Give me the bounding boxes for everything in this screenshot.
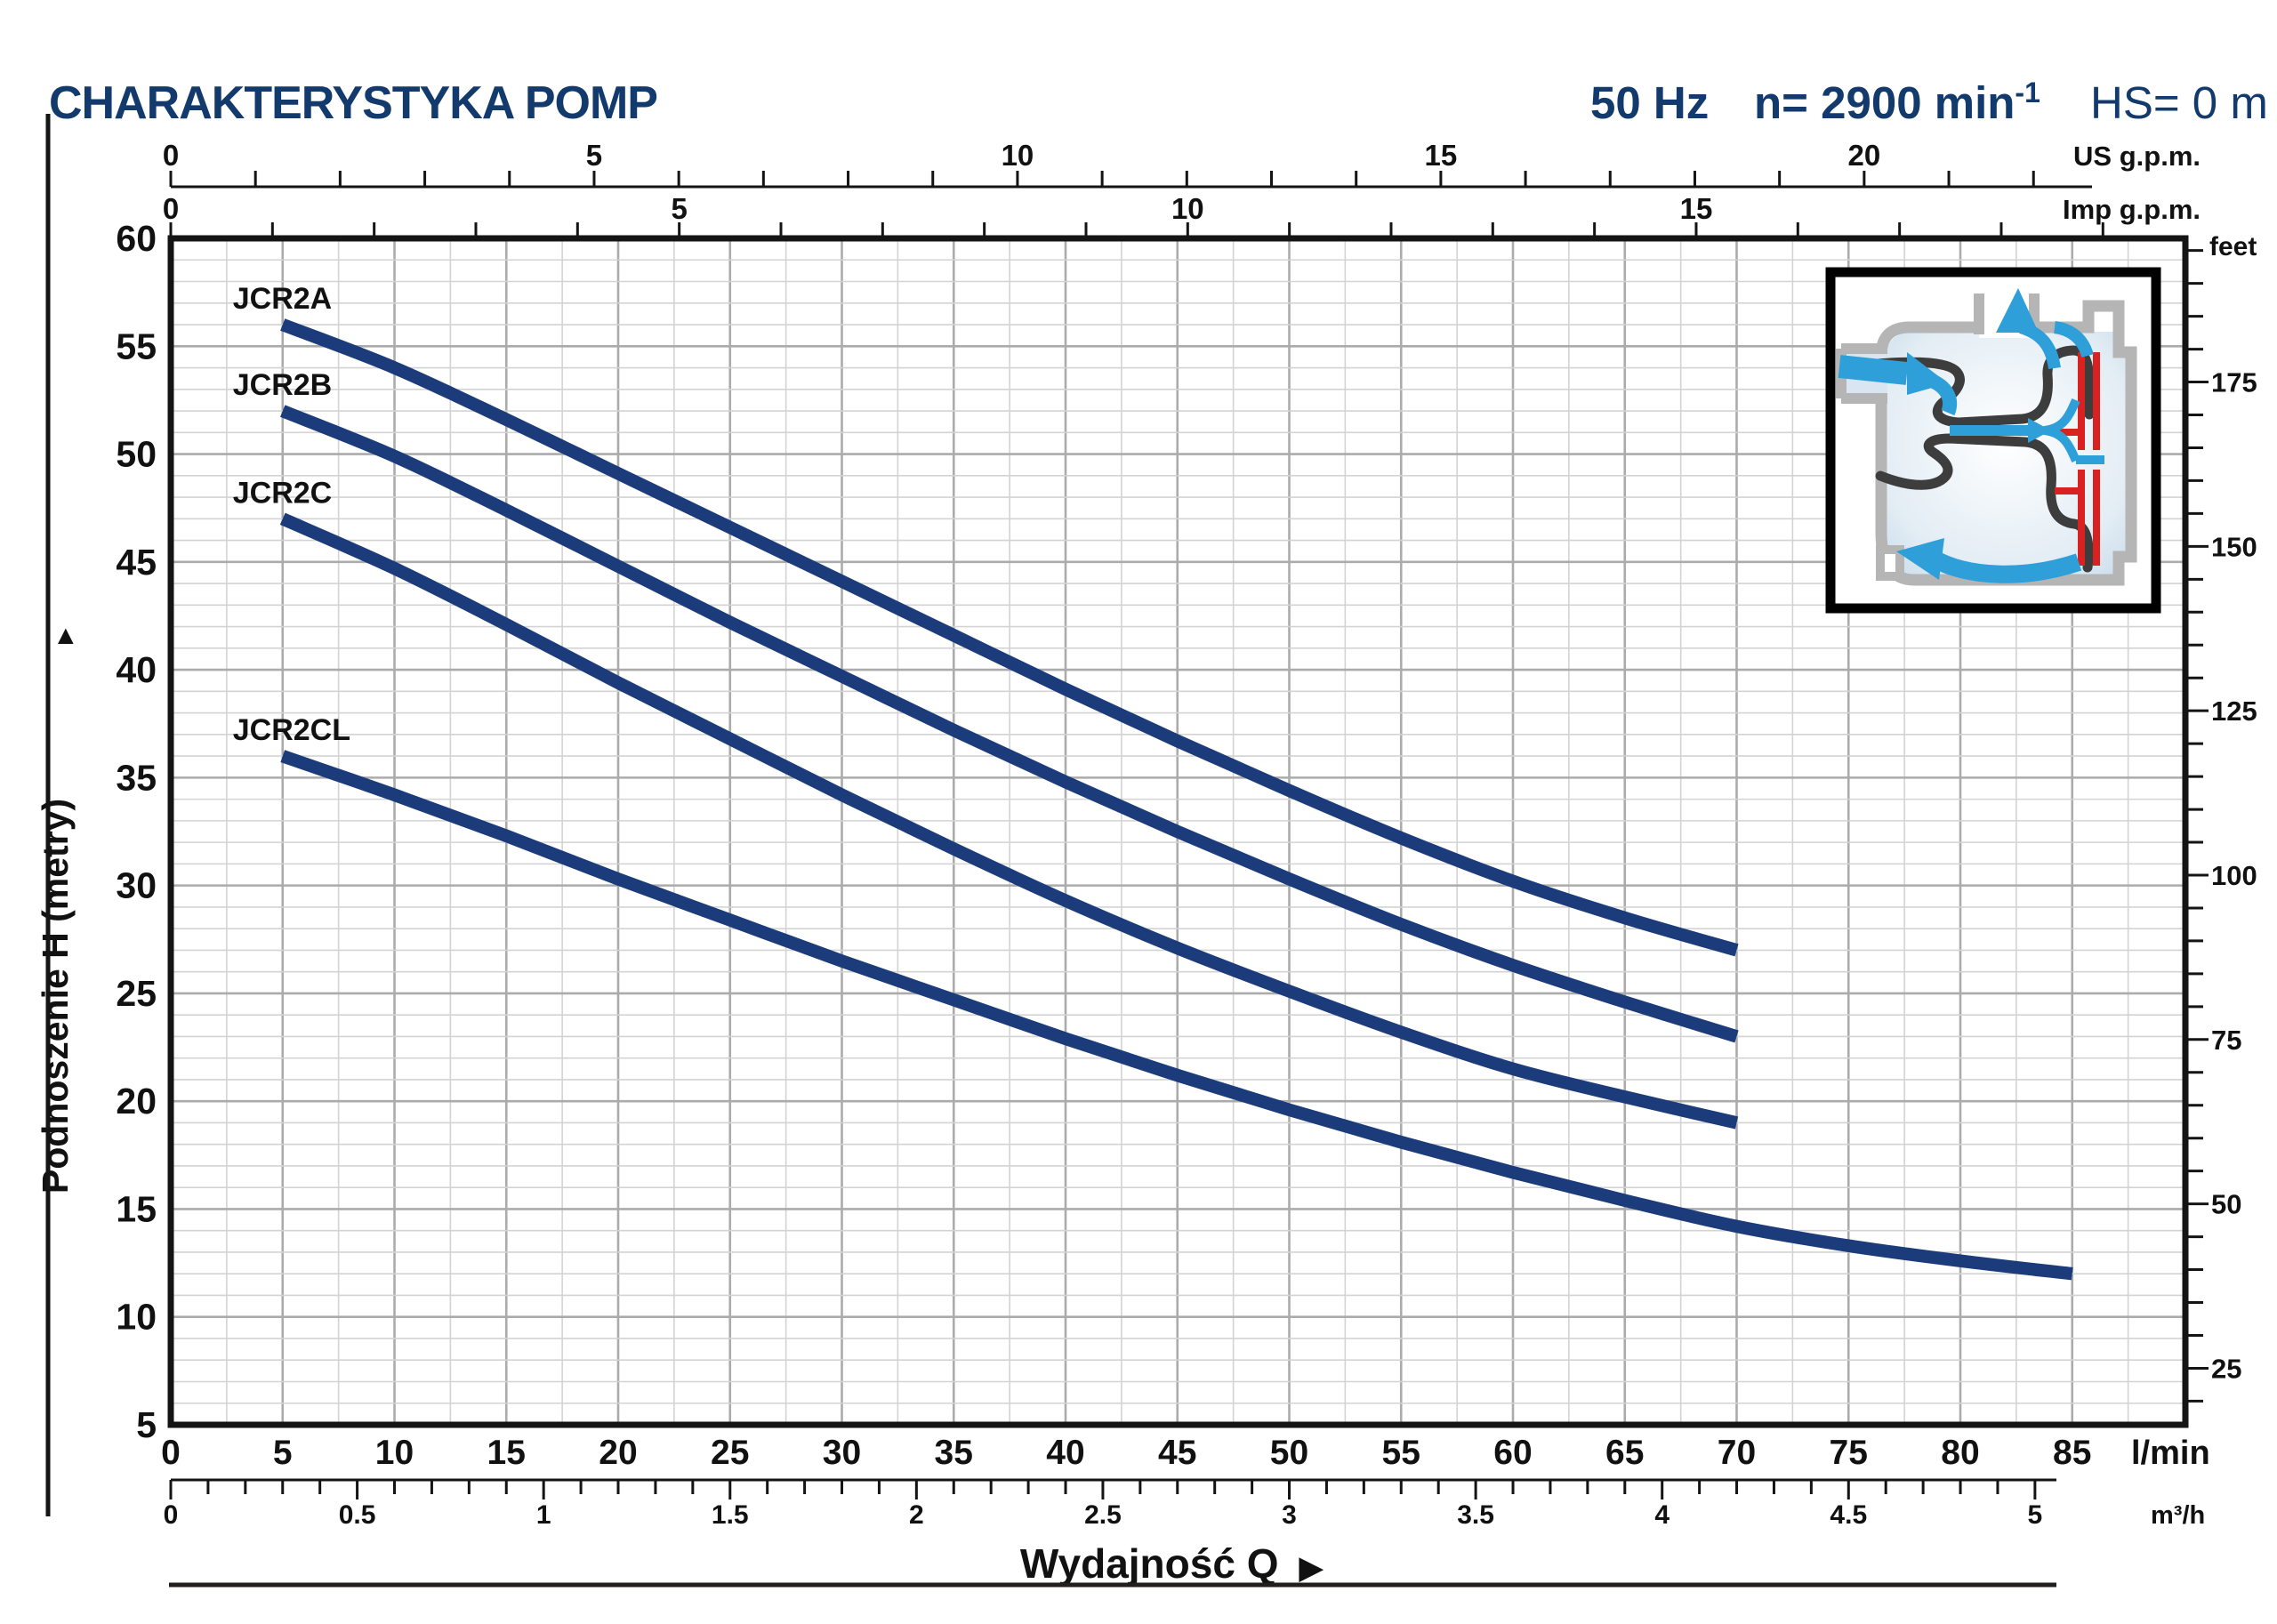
m3h-tick-label: 0.5	[339, 1500, 376, 1530]
meters-tick-label: 30	[116, 865, 157, 906]
us-gpm-tick-label: 0	[163, 139, 179, 172]
m3h-tick-label: 0	[164, 1500, 179, 1530]
speed-exponent: -1	[2015, 76, 2040, 109]
meters-tick-label: 35	[116, 757, 157, 798]
meters-tick-label: 40	[116, 649, 157, 690]
feet-tick-label: 50	[2211, 1189, 2241, 1220]
us-gpm-tick-label: 15	[1425, 139, 1458, 172]
flow-arrows	[1838, 288, 2104, 583]
lmin-tick-label: 65	[1605, 1434, 1644, 1472]
meters-tick-label: 55	[116, 326, 157, 366]
curve-label-jcr2b: JCR2B	[233, 368, 332, 402]
us-gpm-tick-label: 5	[586, 139, 602, 172]
lmin-tick-label: 45	[1158, 1434, 1196, 1472]
suction-head-label: HS= 0 m	[2090, 77, 2268, 128]
curve-jcr2c	[279, 512, 1739, 1130]
meters-tick-label: 10	[116, 1297, 157, 1338]
lmin-unit-label: l/min	[2131, 1435, 2210, 1472]
m3h-tick-label: 2.5	[1084, 1500, 1122, 1530]
y-axis-arrow-icon: ▲	[52, 621, 79, 650]
lmin-tick-label: 30	[823, 1434, 861, 1472]
lmin-tick-label: 20	[599, 1434, 637, 1472]
x-axis-title: Wydajność Q ▶	[1020, 1540, 1324, 1587]
imp-gpm-tick-label: 15	[1680, 192, 1713, 225]
lmin-tick-label: 55	[1382, 1434, 1420, 1472]
pump-cross-section-inset	[1825, 267, 2161, 614]
lmin-tick-label: 75	[1830, 1434, 1868, 1472]
us-gpm-tick-label: 10	[1002, 139, 1034, 172]
m3h-tick-label: 3.5	[1457, 1500, 1494, 1530]
curve-label-jcr2cl: JCR2CL	[233, 713, 350, 747]
imp-gpm-tick-label: 0	[163, 192, 179, 225]
speed-label: n= 2900 min-1	[1754, 76, 2040, 129]
feet-tick-label: 175	[2211, 367, 2257, 398]
lmin-tick-label: 5	[273, 1434, 293, 1472]
meters-tick-label: 25	[116, 973, 157, 1014]
m3h-tick-label: 3	[1282, 1500, 1297, 1530]
m3h-unit-label: m³/h	[2151, 1501, 2205, 1530]
m3h-tick-label: 1.5	[712, 1500, 749, 1530]
imp-gpm-tick-label: 5	[671, 192, 687, 225]
meters-tick-label: 20	[116, 1081, 157, 1122]
speed-value: n= 2900 min	[1754, 77, 2016, 128]
feet-tick-label: 150	[2211, 531, 2257, 562]
meters-tick-label: 5	[136, 1404, 157, 1445]
lmin-tick-label: 25	[711, 1434, 749, 1472]
meters-tick-label: 50	[116, 434, 157, 475]
lmin-tick-label: 15	[487, 1434, 526, 1472]
meters-tick-label: 60	[116, 218, 157, 259]
lmin-tick-label: 60	[1493, 1434, 1532, 1472]
feet-unit-label: feet	[2209, 232, 2257, 261]
curve-jcr2cl	[280, 750, 2073, 1281]
us-gpm-unit-label: US g.p.m.	[2073, 141, 2201, 172]
feet-tick-label: 75	[2211, 1025, 2241, 1056]
lmin-tick-label: 70	[1718, 1434, 1756, 1472]
feet-tick-label: 125	[2211, 695, 2257, 727]
feet-tick-label: 100	[2211, 860, 2257, 891]
curve-jcr2b	[280, 405, 1739, 1043]
feet-tick-label: 25	[2211, 1353, 2241, 1384]
curve-jcr2a	[280, 318, 1739, 957]
m3h-tick-label: 1	[536, 1500, 551, 1530]
lmin-tick-label: 35	[935, 1434, 973, 1472]
us-gpm-tick-label: 20	[1847, 139, 1880, 172]
plot-border	[167, 235, 2189, 1428]
meters-tick-label: 45	[116, 542, 157, 583]
curve-label-jcr2c: JCR2C	[233, 476, 332, 510]
imp-gpm-tick-label: 10	[1171, 192, 1204, 225]
lmin-tick-label: 85	[2053, 1434, 2091, 1472]
m3h-tick-label: 2	[909, 1500, 924, 1530]
lmin-tick-label: 10	[375, 1434, 414, 1472]
lmin-tick-label: 50	[1270, 1434, 1308, 1472]
lmin-tick-label: 40	[1046, 1434, 1084, 1472]
lmin-tick-label: 80	[1941, 1434, 1979, 1472]
m3h-tick-label: 4	[1654, 1500, 1670, 1530]
y-axis-title: Podnoszenie H (metry)	[35, 799, 76, 1194]
lmin-tick-label: 0	[161, 1434, 181, 1472]
curve-label-jcr2a: JCR2A	[233, 282, 332, 316]
m3h-tick-label: 4.5	[1830, 1500, 1867, 1530]
m3h-tick-label: 5	[2028, 1500, 2043, 1530]
page-title: CHARAKTERYSTYKA POMP	[49, 77, 658, 129]
frequency-label: 50 Hz	[1590, 77, 1710, 128]
imp-gpm-unit-label: Imp g.p.m.	[2063, 194, 2201, 225]
meters-tick-label: 15	[116, 1188, 157, 1229]
pump-channels	[1847, 345, 2095, 573]
